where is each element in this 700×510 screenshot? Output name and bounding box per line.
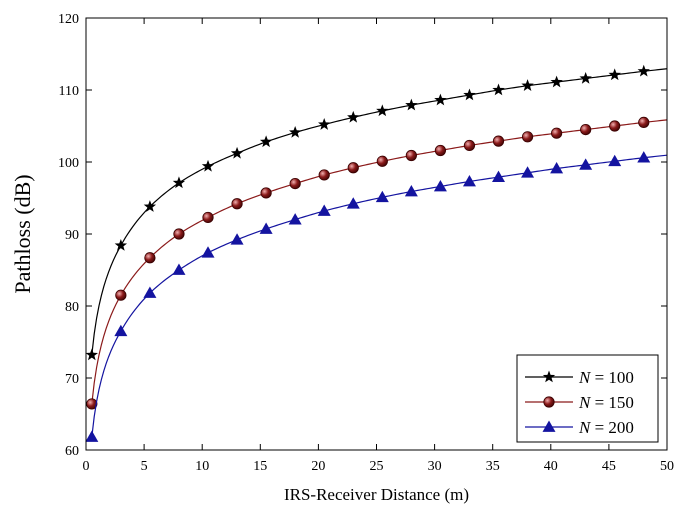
data-point <box>463 139 476 152</box>
x-tick-label: 30 <box>428 459 442 474</box>
data-point <box>230 233 244 245</box>
data-point <box>259 222 273 234</box>
data-point <box>346 197 360 209</box>
legend-label: N = 150 <box>578 393 634 412</box>
data-point <box>143 200 157 212</box>
data-point <box>85 348 98 361</box>
data-point <box>434 144 447 157</box>
data-point <box>114 239 128 251</box>
data-point <box>609 120 621 132</box>
data-point <box>550 75 563 88</box>
data-point <box>492 135 505 147</box>
data-point <box>347 110 360 123</box>
data-point <box>404 185 418 197</box>
data-point <box>405 149 417 162</box>
x-tick-label: 40 <box>544 459 558 474</box>
data-point <box>288 125 302 138</box>
data-point <box>317 204 331 216</box>
data-point <box>434 93 447 106</box>
x-tick-label: 5 <box>141 459 148 474</box>
data-point <box>318 118 331 130</box>
y-tick-label: 80 <box>65 300 79 315</box>
data-point <box>638 116 650 129</box>
y-tick-label: 120 <box>58 12 79 27</box>
data-point <box>521 131 534 143</box>
series-triangle <box>85 151 668 442</box>
x-axis-label: IRS-Receiver Distance (m) <box>284 485 469 504</box>
data-point <box>259 135 273 148</box>
legend-marker <box>543 396 555 408</box>
data-point <box>231 198 243 210</box>
data-point <box>551 127 563 139</box>
data-point <box>492 170 506 182</box>
data-point <box>288 213 302 225</box>
legend-item: N = 150 <box>525 393 634 412</box>
y-tick-label: 70 <box>65 372 79 387</box>
series-line <box>91 68 668 356</box>
data-point <box>260 187 272 199</box>
data-point <box>550 161 564 174</box>
data-point <box>144 252 156 264</box>
data-point <box>172 176 186 189</box>
data-point <box>637 151 651 163</box>
y-axis-label: Pathloss (dB) <box>10 174 35 293</box>
x-tick-label: 35 <box>486 459 500 474</box>
x-tick-label: 45 <box>602 459 616 474</box>
data-point <box>115 289 127 301</box>
data-point <box>608 154 622 167</box>
data-point <box>463 88 476 101</box>
data-point <box>347 162 359 174</box>
data-point <box>579 158 593 170</box>
legend-label: N = 100 <box>578 368 634 387</box>
legend: N = 100 N = 150 N = 200 <box>516 354 659 443</box>
data-point <box>637 64 650 77</box>
y-tick-label: 110 <box>59 84 79 99</box>
legend-marker <box>542 370 556 383</box>
data-point <box>173 228 185 240</box>
data-point <box>172 263 186 275</box>
y-tick-label: 90 <box>65 228 79 243</box>
data-point <box>433 179 447 192</box>
data-point <box>462 174 476 187</box>
y-tick-label: 60 <box>65 444 79 459</box>
x-tick-label: 25 <box>370 459 384 474</box>
data-point <box>114 324 128 337</box>
data-point <box>85 430 99 442</box>
x-tick-label: 15 <box>253 459 267 474</box>
data-point <box>521 166 535 178</box>
data-point <box>375 190 389 203</box>
data-point <box>376 104 389 117</box>
data-point <box>230 146 244 159</box>
data-point <box>86 398 98 410</box>
data-point <box>318 169 330 181</box>
data-point <box>376 155 388 167</box>
data-point <box>492 83 505 96</box>
data-point <box>202 211 214 224</box>
ticks-layer: 0 5 10 15 20 25 30 35 40 45 50 60 70 80 90 100 110 120 <box>58 12 674 474</box>
data-point <box>580 124 592 136</box>
data-point <box>201 246 215 258</box>
data-point <box>201 159 215 172</box>
series-star <box>85 64 668 361</box>
x-tick-label: 10 <box>195 459 209 474</box>
data-point <box>405 98 418 111</box>
y-tick-label: 100 <box>58 156 79 171</box>
legend-item: N = 100 <box>525 368 634 387</box>
series-layer <box>85 64 668 442</box>
legend-marker <box>542 420 556 432</box>
x-tick-label: 0 <box>83 459 90 474</box>
series-circle <box>86 116 668 410</box>
legend-item: N = 200 <box>525 418 634 437</box>
data-point <box>289 178 301 190</box>
data-point <box>521 79 534 91</box>
data-point <box>143 286 157 298</box>
x-tick-label: 20 <box>311 459 325 474</box>
legend-label: N = 200 <box>578 418 634 437</box>
data-point <box>579 71 592 84</box>
data-point <box>608 68 621 81</box>
x-tick-label: 50 <box>660 459 674 474</box>
